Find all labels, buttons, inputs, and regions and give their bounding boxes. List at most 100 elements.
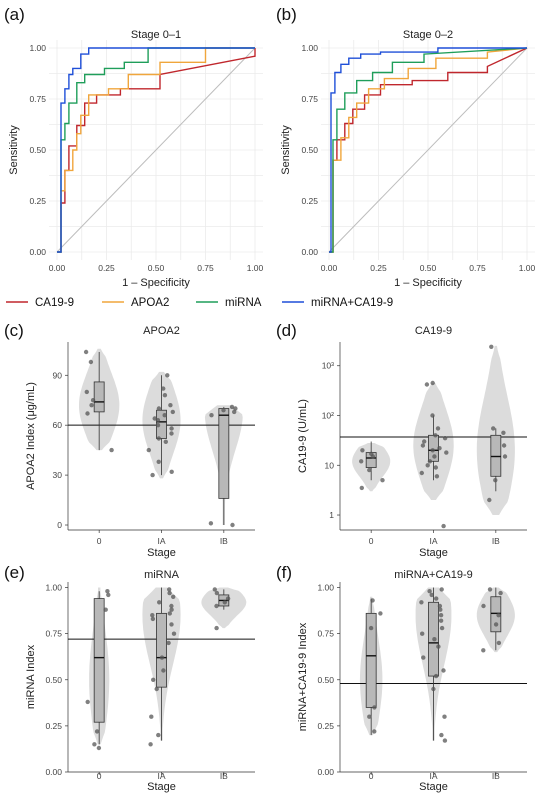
data-point: [442, 738, 448, 743]
data-point: [89, 403, 94, 408]
data-point: [168, 403, 173, 408]
box-iqr: [490, 596, 502, 633]
data-point: [367, 467, 372, 473]
x-axis-title: Stage: [147, 781, 176, 793]
data-point: [437, 603, 443, 609]
data-point: [370, 454, 376, 459]
data-point: [169, 431, 174, 436]
data-point: [493, 478, 498, 483]
data-point: [169, 622, 174, 627]
y-tick-label: 1.00: [301, 43, 318, 53]
legend-label: APOA2: [131, 297, 169, 309]
data-point: [435, 426, 441, 431]
data-point: [214, 590, 220, 596]
data-point: [150, 472, 155, 478]
data-point: [94, 729, 100, 734]
data-point: [422, 439, 427, 444]
x-tick-label: IB: [220, 536, 228, 546]
data-point: [169, 426, 174, 431]
data-point: [150, 616, 156, 622]
x-axis-title: 1 – Specificity: [122, 277, 190, 289]
data-point: [425, 463, 430, 468]
data-point: [438, 618, 444, 623]
data-point: [434, 596, 439, 601]
y-tick-label: 0.50: [29, 145, 46, 155]
data-point: [501, 430, 506, 435]
roc-curve-ca19-9: [57, 48, 256, 253]
data-point: [225, 596, 231, 601]
data-point: [421, 655, 426, 660]
data-point: [221, 408, 226, 413]
box-iqr: [93, 381, 105, 413]
data-point: [170, 409, 175, 415]
x-tick-label: 0: [97, 536, 102, 546]
data-point: [501, 443, 507, 448]
data-point: [420, 443, 426, 448]
panel-title: Stage 0–2: [403, 29, 453, 41]
y-axis-title: miRNA+CA19-9 Index: [297, 622, 309, 731]
x-tick-label: 0: [97, 771, 102, 781]
y-tick-label: 1.00: [317, 583, 334, 593]
data-point: [430, 413, 435, 418]
data-point: [162, 413, 167, 418]
data-point: [146, 447, 151, 453]
panel-label: (d): [276, 321, 297, 340]
data-point: [432, 454, 437, 459]
x-axis-title: Stage: [419, 547, 448, 559]
data-point: [433, 465, 438, 470]
y-tick-label: 0.25: [301, 196, 318, 206]
data-point: [433, 433, 438, 438]
x-tick-label: IA: [157, 771, 165, 781]
data-point: [214, 603, 219, 609]
data-point: [368, 625, 374, 631]
y-tick-label: 10²: [322, 411, 334, 421]
y-tick-label: 0.25: [29, 196, 46, 206]
data-point: [169, 603, 174, 609]
x-tick-label: 0.00: [321, 263, 338, 273]
legend-label: miRNA+CA19-9: [311, 297, 393, 309]
data-point: [432, 637, 437, 642]
data-point: [229, 404, 235, 410]
data-point: [434, 474, 440, 479]
data-point: [162, 393, 168, 398]
panel-title: APOA2: [143, 325, 180, 337]
data-point: [103, 607, 108, 612]
y-tick-label: 0.50: [301, 145, 318, 155]
roc-curve-ca19-9: [329, 47, 528, 253]
panel-title: CA19-9: [415, 325, 452, 337]
roc-curve-mirna-ca19-9: [57, 47, 255, 253]
data-point: [419, 600, 424, 605]
x-axis-title: Stage: [147, 547, 176, 559]
data-point: [169, 607, 174, 612]
data-point: [429, 592, 434, 598]
data-point: [498, 590, 503, 596]
data-point: [502, 454, 508, 459]
y-tick-label: 10³: [322, 361, 334, 371]
x-tick-label: IA: [429, 536, 437, 546]
y-tick-label: 60: [53, 420, 63, 430]
x-tick-label: IA: [157, 536, 165, 546]
box-iqr: [365, 612, 377, 708]
y-axis-title: Sensitivity: [8, 125, 20, 175]
data-point: [427, 459, 433, 464]
data-point: [90, 398, 96, 403]
data-point: [83, 349, 89, 355]
y-tick-label: 30: [53, 470, 63, 480]
data-point: [155, 423, 161, 428]
data-point: [171, 631, 177, 636]
roc-curve-mirna: [329, 47, 528, 253]
data-point: [167, 587, 172, 592]
data-point: [441, 668, 446, 673]
x-tick-label: 0.75: [469, 263, 486, 273]
data-point: [487, 497, 492, 503]
y-tick-label: 0.00: [29, 247, 46, 257]
data-point: [359, 485, 364, 491]
reference-diagonal: [56, 47, 256, 253]
panel-label: (b): [276, 5, 297, 24]
data-point: [441, 523, 446, 529]
data-point: [372, 729, 377, 734]
y-tick-label: 0.75: [45, 629, 62, 639]
data-point: [155, 418, 161, 423]
